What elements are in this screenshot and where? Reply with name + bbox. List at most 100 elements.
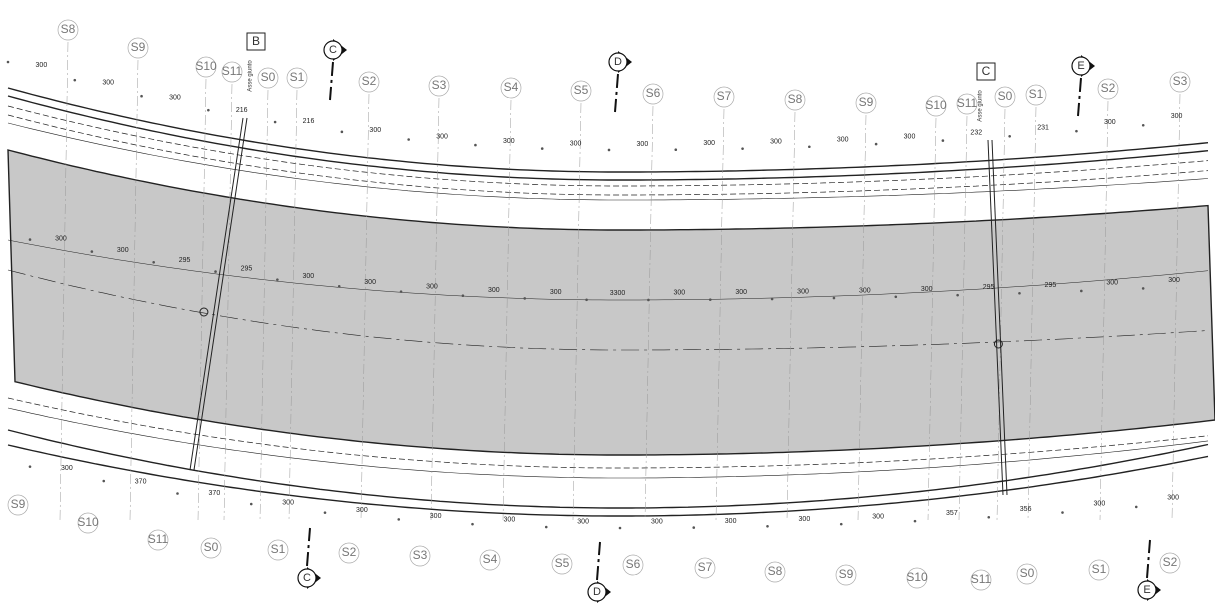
dim-tick bbox=[1008, 134, 1011, 138]
section-marker bbox=[1169, 71, 1191, 93]
section-line bbox=[572, 102, 582, 521]
cut-label: C bbox=[303, 572, 311, 584]
section-marker bbox=[570, 80, 592, 102]
dimension: 370 bbox=[209, 490, 221, 497]
cut-label: E bbox=[1077, 60, 1084, 72]
section-label: S2 bbox=[1101, 81, 1116, 95]
section-label: S0 bbox=[1020, 566, 1035, 580]
section-line bbox=[197, 78, 207, 521]
section-label: S4 bbox=[504, 80, 519, 94]
section-line bbox=[927, 117, 937, 521]
dim-tick bbox=[1018, 291, 1021, 295]
cut-line bbox=[306, 527, 311, 567]
section-line bbox=[1027, 106, 1037, 521]
section-line bbox=[996, 108, 1006, 521]
dimension: 300 bbox=[36, 62, 48, 69]
section-label: S10 bbox=[925, 98, 947, 112]
cut-circle bbox=[1137, 580, 1157, 600]
section-marker bbox=[358, 71, 380, 93]
dimension: 300 bbox=[436, 133, 448, 140]
section-marker bbox=[1025, 84, 1047, 106]
section-line bbox=[958, 115, 968, 521]
dim-tick bbox=[894, 295, 898, 299]
dim-tick bbox=[544, 525, 548, 529]
section-label: S6 bbox=[646, 86, 661, 100]
dim-tick bbox=[1141, 287, 1145, 290]
dim-tick bbox=[987, 515, 991, 519]
road-line bbox=[7, 429, 1209, 509]
dim-tick bbox=[73, 78, 77, 82]
dim-tick bbox=[585, 298, 588, 302]
dim-tick bbox=[6, 60, 10, 64]
dim-tick bbox=[913, 519, 917, 523]
dim-tick bbox=[540, 147, 544, 150]
dimension: 300 bbox=[859, 287, 871, 294]
section-label: S0 bbox=[204, 540, 219, 554]
joint-note: Asse giunto bbox=[978, 90, 984, 122]
section-label: S0 bbox=[261, 70, 276, 84]
cut-label: E bbox=[1143, 584, 1150, 596]
dimension: 231 bbox=[1037, 125, 1049, 132]
section-label: S3 bbox=[1173, 74, 1188, 88]
dim-tick bbox=[102, 479, 106, 483]
section-line bbox=[857, 114, 867, 521]
dimension: 300 bbox=[637, 141, 649, 148]
road-line bbox=[7, 444, 1209, 517]
dim-tick bbox=[28, 238, 32, 241]
dimension: 300 bbox=[837, 136, 849, 143]
dimension: 300 bbox=[430, 513, 442, 520]
dimension: 300 bbox=[488, 287, 500, 294]
section-label: S10 bbox=[77, 515, 99, 529]
section-marker bbox=[267, 539, 289, 561]
dim-tick bbox=[407, 138, 410, 141]
dimension: 300 bbox=[673, 290, 685, 297]
joint-box bbox=[976, 62, 996, 81]
dim-tick bbox=[770, 297, 774, 301]
section-marker bbox=[1016, 563, 1038, 585]
dimension: 216 bbox=[303, 118, 315, 125]
section-label: S11 bbox=[148, 532, 169, 546]
section-line bbox=[502, 99, 512, 521]
section-line bbox=[715, 108, 725, 521]
road-line bbox=[7, 397, 1209, 469]
section-marker bbox=[57, 19, 79, 41]
section-label: S9 bbox=[131, 40, 146, 54]
dim-tick bbox=[618, 526, 622, 530]
section-marker bbox=[500, 77, 522, 99]
dim-tick bbox=[399, 290, 403, 293]
section-label: S9 bbox=[859, 95, 874, 109]
dimension: 300 bbox=[550, 289, 562, 296]
section-marker bbox=[428, 75, 450, 97]
section-label: S10 bbox=[906, 570, 928, 584]
section-label: S0 bbox=[998, 89, 1013, 103]
dimension: 300 bbox=[725, 518, 737, 525]
road-outline bbox=[7, 87, 1215, 517]
section-label: S5 bbox=[574, 83, 589, 97]
dimension: 300 bbox=[504, 517, 516, 524]
dim-tick bbox=[323, 511, 327, 514]
section-line bbox=[1099, 100, 1109, 521]
section-marker bbox=[925, 95, 947, 117]
dim-tick bbox=[207, 108, 210, 112]
section-line bbox=[786, 111, 796, 521]
section-line bbox=[59, 41, 69, 521]
dim-tick bbox=[90, 250, 94, 253]
dimension: 300 bbox=[570, 140, 582, 147]
section-label: S7 bbox=[717, 89, 732, 103]
section-label: S11 bbox=[957, 96, 978, 110]
dimension: 300 bbox=[577, 519, 589, 526]
dimension: 356 bbox=[1020, 506, 1032, 513]
section-marker bbox=[835, 564, 857, 586]
dimension: 357 bbox=[946, 510, 958, 517]
section-marker bbox=[622, 554, 644, 576]
dimension: 295 bbox=[179, 257, 191, 264]
section-label: S10 bbox=[195, 59, 217, 73]
section-label: S2 bbox=[362, 74, 377, 88]
dimension: 295 bbox=[1045, 282, 1057, 289]
section-marker bbox=[713, 86, 735, 108]
dimension: 300 bbox=[1106, 280, 1118, 287]
joint-line bbox=[987, 139, 1004, 496]
section-line bbox=[360, 93, 370, 521]
dimension: 300 bbox=[102, 79, 114, 86]
section-marker bbox=[200, 537, 222, 559]
